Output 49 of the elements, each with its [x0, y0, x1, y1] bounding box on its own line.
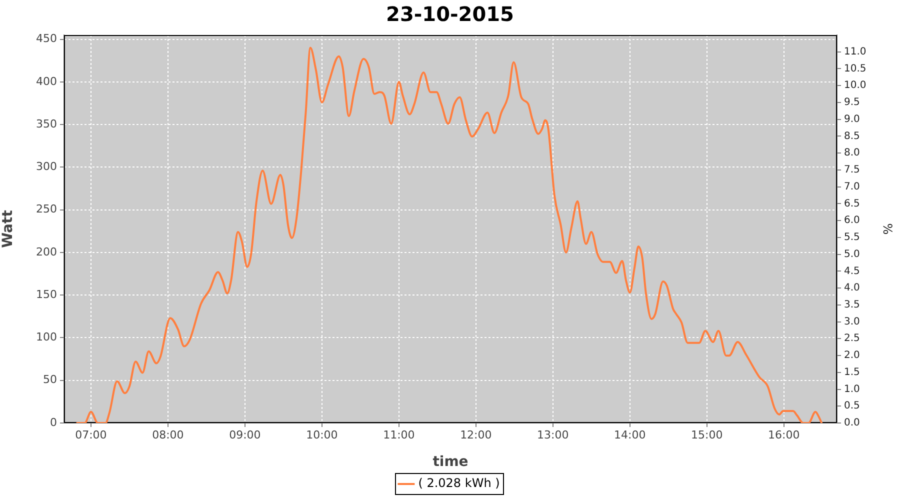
y2-tick-label: 10.0 — [844, 80, 866, 92]
y2-tick-label: 9.0 — [844, 114, 860, 125]
x-tick-label: 08:00 — [152, 428, 184, 442]
y2-tick-label: 2.0 — [844, 350, 860, 362]
y-tick-label: 100 — [36, 330, 57, 344]
y-tick-label: 400 — [36, 74, 57, 88]
y2-tick-label: 4.0 — [844, 282, 860, 294]
y-axis-title: Watt — [0, 210, 16, 248]
y-tick-label: 150 — [36, 288, 57, 301]
y2-tick-label: 5.0 — [844, 248, 860, 260]
y2-tick-label: 7.0 — [844, 181, 860, 192]
x-tick-label: 09:00 — [229, 428, 261, 442]
y2-tick-label: 0.0 — [844, 418, 860, 429]
y2-tick-label: 1.5 — [844, 366, 860, 378]
line-series — [76, 46, 823, 423]
x-tick-label: 16:00 — [768, 428, 800, 442]
y2-tick-label: 3.0 — [844, 316, 860, 328]
y2-tick-label: 10.5 — [844, 63, 866, 74]
x-tick-label: 07:00 — [75, 428, 107, 442]
y2-tick-label: 7.5 — [844, 164, 860, 176]
y2-tick-label: 5.5 — [844, 232, 860, 244]
chart-title: 23-10-2015 — [386, 2, 514, 26]
y2-tick-label: 8.0 — [844, 148, 860, 159]
x-tick-label: 10:00 — [306, 428, 338, 442]
y-tick-label: 200 — [36, 245, 57, 258]
x-axis-title: time — [432, 454, 468, 470]
y2-tick-label: 9.5 — [844, 97, 860, 108]
y2-tick-label: 8.5 — [844, 130, 860, 142]
legend-label: ( 2.028 kWh ) — [418, 476, 500, 490]
y-tick-label: 450 — [36, 32, 57, 46]
y2-tick-label: 2.5 — [844, 333, 860, 344]
x-tick-label: 14:00 — [614, 428, 646, 442]
x-tick-label: 13:00 — [537, 428, 569, 442]
x-tick-label: 15:00 — [691, 428, 723, 442]
y2-tick-label: 3.5 — [844, 300, 860, 311]
x-tick-label: 11:00 — [383, 428, 415, 442]
y2-tick-label: 6.0 — [844, 215, 860, 226]
y2-tick-label: 6.5 — [844, 198, 860, 210]
y2-tick-label: 4.5 — [844, 266, 860, 277]
y-tick-label: 0 — [50, 416, 57, 429]
y-tick-label: 350 — [36, 117, 57, 130]
y2-axis-title: % — [880, 223, 895, 235]
y-tick-label: 50 — [43, 373, 57, 386]
y-tick-label: 250 — [36, 202, 57, 216]
y2-tick-label: 1.0 — [844, 384, 860, 395]
x-tick-label: 12:00 — [460, 428, 492, 442]
y2-tick-label: 0.5 — [844, 400, 860, 412]
y-tick-label: 300 — [36, 160, 57, 174]
y2-tick-label: 11.0 — [844, 46, 866, 58]
